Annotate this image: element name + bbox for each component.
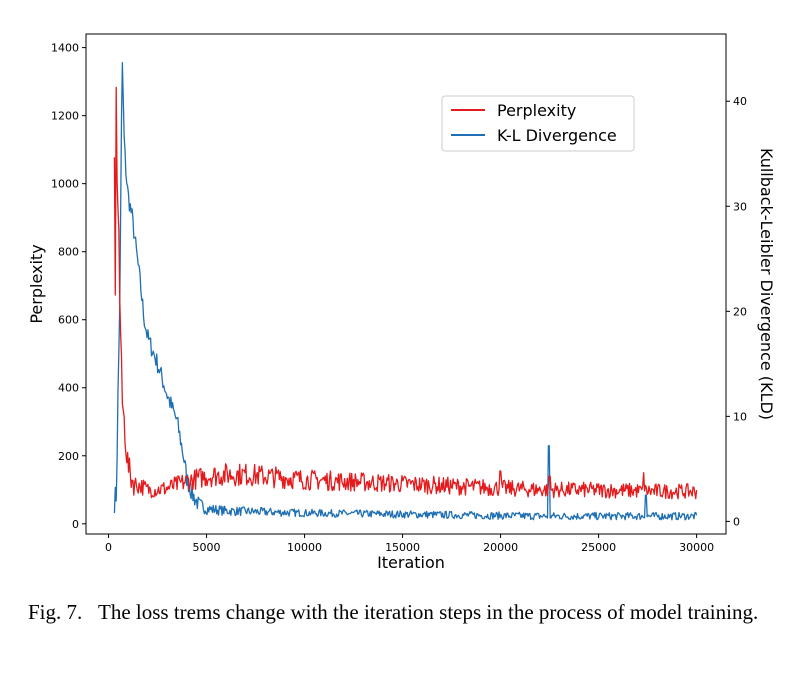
legend-box <box>441 95 635 152</box>
y-left-tick-label: 200 <box>58 450 79 463</box>
legend: Perplexity K-L Divergence <box>441 95 635 152</box>
y-left-tick-label: 1000 <box>51 178 79 191</box>
x-tick-label: 5000 <box>193 541 221 554</box>
y-right-axis-title: Kullback-Leibler Divergence (KLD) <box>757 148 776 420</box>
x-tick-label: 30000 <box>679 541 714 554</box>
legend-label-perplexity: Perplexity <box>497 101 576 120</box>
y-left-tick-label: 0 <box>72 518 79 531</box>
kl-divergence-line <box>113 61 698 521</box>
axes: 0 5000 10000 15000 20000 25000 300000200400600… <box>51 33 747 554</box>
y-left-tick-label: 800 <box>58 246 79 259</box>
caption-label: Fig. 7. <box>28 600 83 624</box>
legend-label-kl-divergence: K-L Divergence <box>497 126 617 145</box>
series-lines <box>113 61 698 521</box>
figure-caption: Fig. 7. The loss trems change with the i… <box>28 598 780 626</box>
x-axis-title: Iteration <box>377 553 445 572</box>
y-left-tick-label: 1200 <box>51 110 79 123</box>
perplexity-line <box>113 86 698 500</box>
y-right-tick-label: 10 <box>733 410 747 423</box>
y-right-tick-label: 40 <box>733 95 747 108</box>
y-left-tick-label: 600 <box>58 314 79 327</box>
y-left-tick-label: 400 <box>58 382 79 395</box>
dual-axis-line-chart: 0 5000 10000 15000 20000 25000 300000200400600… <box>27 33 776 572</box>
y-left-tick-label: 1400 <box>51 42 79 55</box>
x-tick-label: 25000 <box>581 541 616 554</box>
x-tick-label: 20000 <box>483 541 518 554</box>
y-right-tick-label: 0 <box>733 515 740 528</box>
x-tick-label: 15000 <box>385 541 420 554</box>
plot-frame <box>85 33 727 535</box>
y-right-tick-label: 30 <box>733 200 747 213</box>
x-tick-label: 10000 <box>287 541 322 554</box>
x-tick-label: 0 <box>105 541 112 554</box>
caption-text: The loss trems change with the iteration… <box>98 600 759 624</box>
y-left-axis-title: Perplexity <box>27 244 46 323</box>
y-right-tick-label: 20 <box>733 305 747 318</box>
